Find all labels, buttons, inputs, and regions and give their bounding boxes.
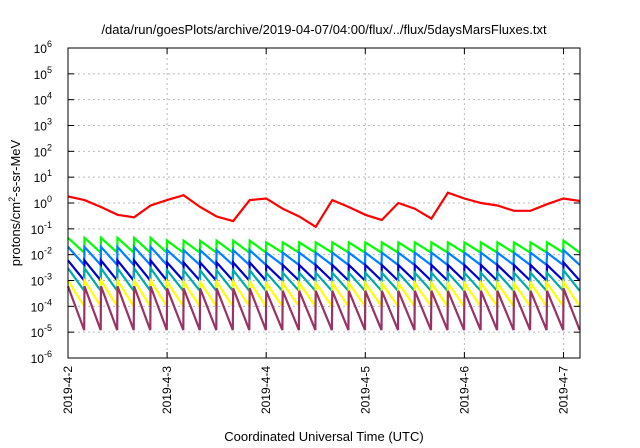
series-line-6 [66,285,581,331]
y-tick-exponent: 0 [47,194,52,204]
series-line-2 [67,244,581,268]
y-tick-label: 102 [34,142,52,159]
y-tick-label: 10-2 [31,246,52,263]
y-axis-label-post: -s-sr-MeV [8,139,23,196]
y-tick-mantissa: 10 [34,171,48,185]
y-tick-exponent: -6 [44,349,52,359]
y-tick-label: 103 [34,117,52,134]
x-tick-label: 2019-4-5 [358,366,372,414]
x-axis-label: Coordinated Universal Time (UTC) [224,429,423,444]
y-tick-mantissa: 10 [34,94,48,108]
y-tick-mantissa: 10 [34,145,48,159]
y-tick-mantissa: 10 [31,352,45,366]
y-tick-exponent: 5 [47,65,52,75]
y-tick-label: 10-4 [31,297,52,314]
y-tick-exponent: -4 [44,297,52,307]
x-tick-label: 2019-4-2 [61,366,75,414]
y-axis-label: protons/cm2-s-sr-MeV [7,139,23,266]
y-tick-label: 106 [34,39,52,56]
y-tick-exponent: 2 [47,142,52,152]
series-line-4 [67,264,581,295]
y-tick-mantissa: 10 [34,42,48,56]
y-tick-mantissa: 10 [34,197,48,211]
series-group [66,191,581,331]
y-axis: 10-610-510-410-310-210-11001011021031041… [31,39,580,366]
x-tick-label: 2019-4-3 [160,366,174,414]
y-tick-exponent: -1 [44,220,52,230]
series-line-3 [67,257,581,284]
x-tick-label: 2019-4-7 [556,366,570,414]
y-tick-mantissa: 10 [31,326,45,340]
y-tick-exponent: -3 [44,272,52,282]
y-tick-label: 105 [34,65,52,82]
y-axis-label-pre: protons/cm [8,202,23,266]
y-tick-label: 101 [34,168,52,185]
y-tick-mantissa: 10 [31,249,45,263]
y-tick-label: 10-5 [31,323,52,340]
series-line-0 [67,191,581,229]
y-tick-exponent: -2 [44,246,52,256]
y-tick-mantissa: 10 [31,223,45,237]
x-tick-label: 2019-4-4 [259,366,273,414]
y-tick-exponent: -5 [44,323,52,333]
x-tick-label: 2019-4-6 [457,366,471,414]
y-tick-exponent: 1 [47,168,52,178]
y-tick-mantissa: 10 [34,120,48,134]
y-tick-label: 10-3 [31,272,52,289]
x-axis: 2019-4-2 2019-4-3 2019-4-4 2019-4-5 2019-4-6… [61,48,570,414]
y-tick-label: 10-6 [31,349,52,366]
y-tick-exponent: 3 [47,117,52,127]
y-tick-mantissa: 10 [31,275,45,289]
y-axis-label-sup: 2 [7,197,17,202]
series-line-1 [67,235,581,256]
y-tick-label: 10-1 [31,220,52,237]
y-tick-label: 104 [34,91,52,108]
y-tick-exponent: 6 [47,39,52,49]
series-line-5 [67,276,581,311]
y-tick-exponent: 4 [47,91,52,101]
y-tick-mantissa: 10 [34,68,48,82]
y-tick-label: 100 [34,194,52,211]
chart-title: /data/run/goesPlots/archive/2019-04-07/0… [101,22,547,37]
y-tick-mantissa: 10 [31,300,45,314]
